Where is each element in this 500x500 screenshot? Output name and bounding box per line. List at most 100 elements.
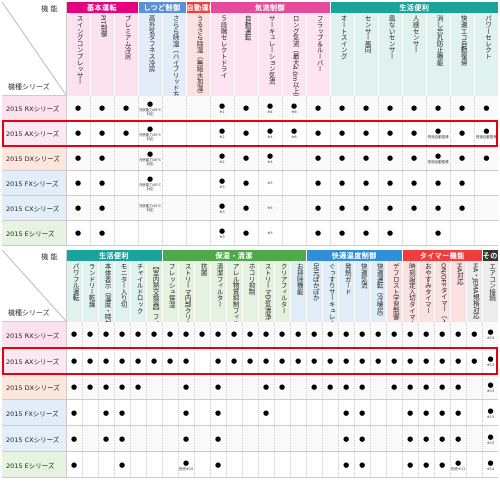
supported-dot: ● — [439, 460, 446, 469]
table-corner-header: 機 能機種シリーズ — [2, 2, 67, 96]
function-column-header: さらら除湿（ハイブリッド方式） — [161, 13, 187, 110]
supported-dot: ● — [146, 99, 154, 108]
supported-dot: ● — [70, 382, 78, 391]
supported-dot: ● — [118, 330, 126, 339]
supported-dot: ● — [183, 434, 190, 443]
function-column-header: 快適気流 — [353, 261, 371, 322]
supported-dot: ● — [218, 127, 226, 135]
feature-cell: ● — [369, 347, 387, 374]
feature-cell: ● — [81, 347, 98, 374]
footnote-mark: 別売※10 — [178, 466, 194, 471]
feature-cell: ● — [65, 120, 90, 146]
feature-cell — [193, 373, 211, 400]
supported-dot: ● — [218, 227, 226, 235]
feature-cell — [305, 399, 323, 426]
supported-dot: ● — [339, 179, 346, 187]
footnote-mark: ※4 — [267, 160, 273, 164]
supported-dot: ● — [247, 356, 254, 365]
supported-dot: ● — [295, 356, 302, 365]
supported-dot: ● — [339, 129, 346, 137]
series-row: 2015 DXシリーズ ● ● ● 冷房能力45℃対応 ● ※2 ● ● ※4 ● ● ● ● ● ● 快適自動… — [2, 145, 499, 171]
feature-cell — [113, 170, 139, 196]
supported-dot: ● — [314, 154, 322, 162]
feature-cell: ● — [65, 425, 82, 452]
supported-dot: ● — [387, 129, 394, 137]
supported-dot: ● — [266, 152, 274, 160]
footnote-mark: ※4 — [267, 109, 273, 114]
supported-dot: ● — [435, 103, 442, 112]
feature-cell: ● — [209, 451, 227, 478]
supported-dot: ● — [363, 103, 370, 112]
feature-cell: ● — [433, 347, 451, 374]
feature-cell: ● — [97, 347, 114, 374]
supported-dot: ● — [102, 356, 110, 365]
function-column-header: ストリーマ空気清浄（脱臭・除菌） — [257, 261, 275, 364]
function-name: オートスイング — [339, 15, 348, 60]
supported-dot: ● — [435, 179, 442, 187]
feature-cell — [257, 451, 275, 478]
feature-cell: ● ※2 — [209, 120, 235, 146]
feature-cell — [161, 451, 179, 478]
supported-dot: ● — [423, 434, 430, 443]
feature-cell: ● — [81, 321, 98, 348]
function-name: 本体表示（温度・時刻） — [103, 263, 112, 333]
feature-cell: ● — [337, 321, 355, 348]
series-row: 2015 Eシリーズ ● ● ● ※3 ● ※5 ● ● ● ● ● — [2, 220, 499, 246]
supported-dot: ● — [242, 103, 250, 112]
feature-cell: ● ※4 — [257, 120, 283, 146]
feature-cell: ● — [449, 399, 467, 426]
series-name: 2015 RXシリーズ — [2, 321, 67, 348]
feature-cell: ● — [145, 321, 163, 348]
feature-cell: ● — [377, 95, 403, 121]
series-row: 2015 FXシリーズ ● ● ● ● ● ● ● ● ● ● ● ● ● ※13 — [2, 399, 499, 426]
supported-dot: ● — [359, 408, 366, 417]
supported-dot: ● — [118, 356, 126, 365]
footnote-mark: 快適自動復帰 — [427, 160, 449, 164]
supported-dot: ● — [487, 354, 494, 363]
supported-dot: ● — [359, 330, 366, 339]
function-name: モニター入り切 — [119, 263, 128, 308]
function-column-header: オートスイング — [329, 13, 355, 96]
feature-cell — [305, 451, 323, 478]
supported-dot: ● — [242, 179, 250, 187]
feature-cell: ● — [401, 347, 419, 374]
feature-cell — [473, 220, 499, 246]
feature-cell: ● — [305, 373, 323, 400]
function-column-header: サーキュレーション気流 — [257, 13, 283, 96]
feature-cell — [129, 425, 146, 452]
supported-dot: ● — [359, 434, 366, 443]
supported-dot: ● — [359, 356, 366, 365]
series-row: 2015 AXシリーズ ● ● ● ● 冷房能力45℃対応 ● ※2 ● ● ※4 ● ※6 ● ● ● ● ● ●… — [2, 120, 499, 146]
feature-cell — [401, 220, 427, 246]
feature-cell: ● — [425, 195, 451, 221]
supported-dot: ● — [134, 330, 142, 339]
supported-dot: ● — [134, 356, 142, 365]
feature-cell: ● — [449, 95, 475, 121]
function-column-header: スイングコンプレッサー — [65, 13, 90, 96]
feature-cell — [257, 425, 275, 452]
supported-dot: ● — [343, 330, 350, 339]
feature-cell: ● ※1 — [209, 95, 235, 121]
supported-dot: ● — [86, 382, 94, 391]
function-name: 足元ぽかぽか — [311, 263, 320, 301]
feature-cell: ● 快適自動復帰 — [425, 145, 451, 171]
feature-cell: ● — [161, 321, 179, 348]
feature-cell: ● — [449, 347, 467, 374]
feature-cell — [81, 425, 98, 452]
feature-cell — [185, 145, 211, 171]
function-column-header: ５段階セレクトドライ — [209, 13, 235, 96]
feature-cell: ● — [401, 170, 427, 196]
feature-cell: ● — [65, 373, 82, 400]
function-name: ５段階セレクトドライ — [219, 15, 228, 79]
feature-cell: ● — [337, 373, 355, 400]
function-name: 消し忘れ防止機能 — [435, 15, 444, 66]
feature-cell — [193, 399, 211, 426]
supported-dot: ● — [363, 129, 370, 137]
supported-dot: ● — [183, 382, 190, 391]
feature-cell: ● — [417, 347, 435, 374]
feature-cell: ● — [177, 425, 195, 452]
series-name: 2015 DXシリーズ — [2, 373, 67, 400]
feature-cell: ● — [129, 321, 146, 348]
feature-cell: ● — [273, 321, 291, 348]
supported-dot: ● — [314, 129, 322, 137]
